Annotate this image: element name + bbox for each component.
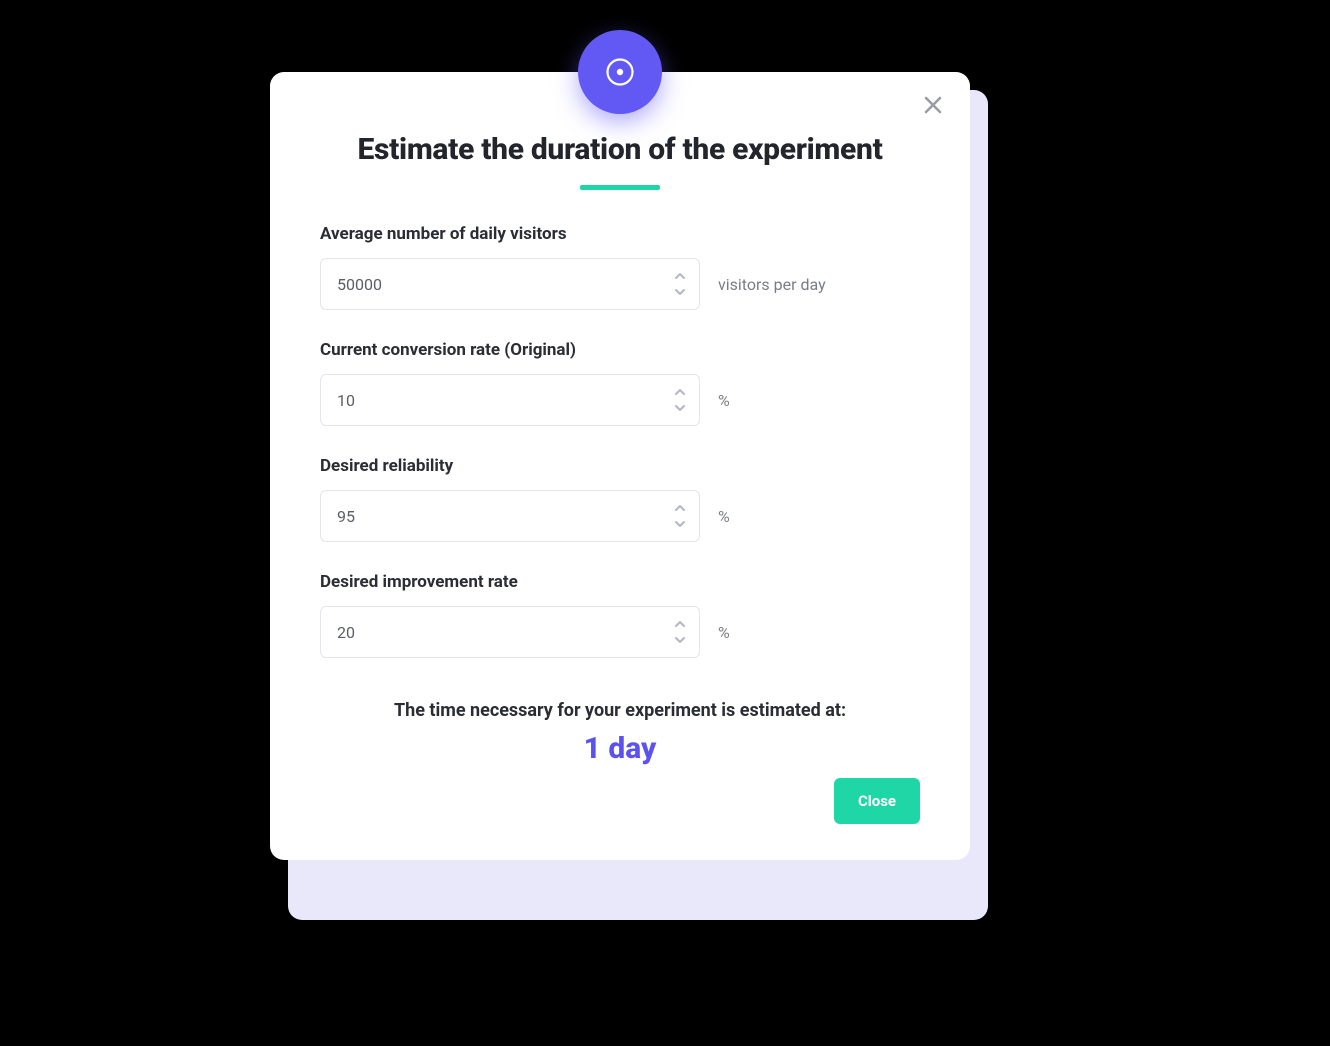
field-conversion-label: Current conversion rate (Original): [320, 340, 920, 360]
field-visitors-label: Average number of daily visitors: [320, 224, 920, 244]
field-visitors: Average number of daily visitors visitor…: [320, 224, 920, 310]
improvement-step-down[interactable]: [671, 633, 689, 647]
improvement-stepper-buttons: [671, 617, 689, 647]
improvement-stepper: [320, 606, 700, 658]
field-reliability: Desired reliability %: [320, 456, 920, 542]
chevron-down-icon: [674, 288, 686, 296]
modal-footer: Close: [320, 778, 920, 824]
field-conversion-row: %: [320, 374, 920, 426]
result-block: The time necessary for your experiment i…: [320, 700, 920, 766]
chevron-up-icon: [674, 620, 686, 628]
chevron-up-icon: [674, 272, 686, 280]
result-label: The time necessary for your experiment i…: [320, 700, 920, 721]
visitors-step-down[interactable]: [671, 285, 689, 299]
improvement-suffix: %: [718, 623, 730, 642]
experiment-badge-icon: [578, 30, 662, 114]
modal-title: Estimate the duration of the experiment: [320, 132, 920, 167]
title-underline: [580, 185, 660, 190]
reliability-stepper: [320, 490, 700, 542]
field-improvement-row: %: [320, 606, 920, 658]
chevron-down-icon: [674, 404, 686, 412]
modal-wrapper: Estimate the duration of the experiment …: [270, 72, 970, 860]
conversion-step-down[interactable]: [671, 401, 689, 415]
field-reliability-label: Desired reliability: [320, 456, 920, 476]
visitors-stepper: [320, 258, 700, 310]
modal: Estimate the duration of the experiment …: [270, 72, 970, 860]
field-improvement-label: Desired improvement rate: [320, 572, 920, 592]
visitors-step-up[interactable]: [671, 269, 689, 283]
chevron-down-icon: [674, 636, 686, 644]
chevron-up-icon: [674, 504, 686, 512]
reliability-step-up[interactable]: [671, 501, 689, 515]
visitors-stepper-buttons: [671, 269, 689, 299]
field-visitors-row: visitors per day: [320, 258, 920, 310]
conversion-stepper-buttons: [671, 385, 689, 415]
chevron-down-icon: [674, 520, 686, 528]
close-icon[interactable]: [922, 94, 944, 116]
result-value: 1 day: [320, 731, 920, 766]
chevron-up-icon: [674, 388, 686, 396]
visitors-suffix: visitors per day: [718, 275, 826, 294]
reliability-step-down[interactable]: [671, 517, 689, 531]
improvement-input[interactable]: [321, 607, 699, 657]
reliability-input[interactable]: [321, 491, 699, 541]
conversion-stepper: [320, 374, 700, 426]
reliability-stepper-buttons: [671, 501, 689, 531]
field-reliability-row: %: [320, 490, 920, 542]
reliability-suffix: %: [718, 507, 730, 526]
improvement-step-up[interactable]: [671, 617, 689, 631]
field-improvement: Desired improvement rate %: [320, 572, 920, 658]
conversion-input[interactable]: [321, 375, 699, 425]
close-button[interactable]: Close: [834, 778, 920, 824]
conversion-suffix: %: [718, 391, 730, 410]
conversion-step-up[interactable]: [671, 385, 689, 399]
field-conversion: Current conversion rate (Original) %: [320, 340, 920, 426]
visitors-input[interactable]: [321, 259, 699, 309]
